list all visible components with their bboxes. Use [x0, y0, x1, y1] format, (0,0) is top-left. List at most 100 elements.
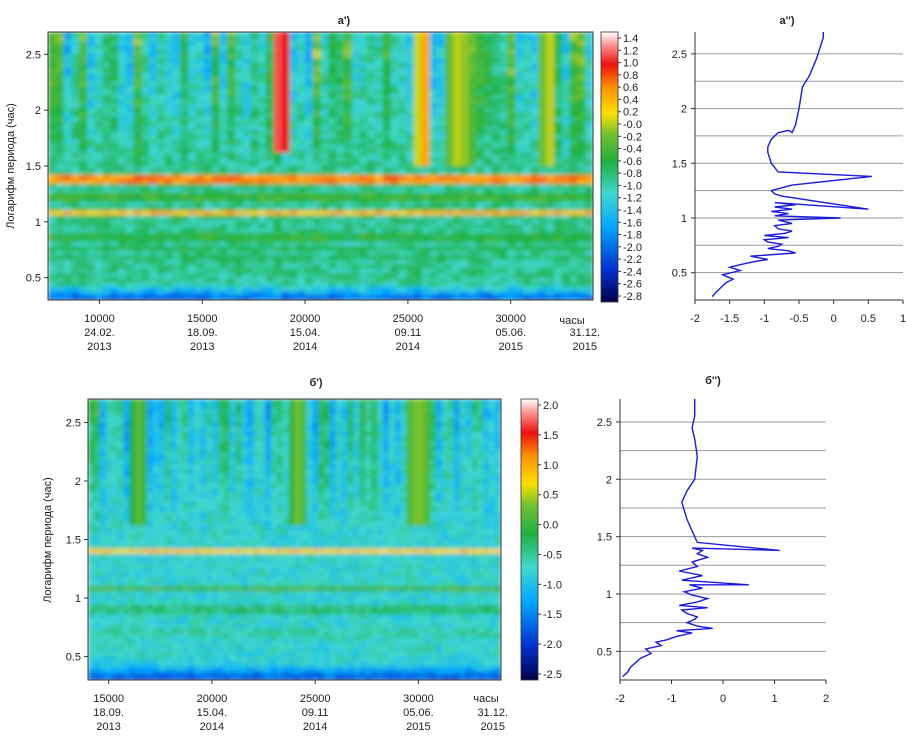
colorbar-tick-label: -2.4 — [623, 266, 642, 278]
y-tick-label: 2 — [75, 476, 81, 488]
profile-b2: б'') -2 -1 0 1 2 0.5 1 1.5 2 2.5 — [597, 375, 829, 705]
colorbar-tick-label: -1.8 — [623, 230, 642, 242]
date-label-day: 31.12. — [477, 707, 508, 719]
heatmap-a1-field — [48, 32, 593, 300]
colorbar-tick-label: 0.2 — [623, 107, 638, 119]
x-tick-label: -2 — [690, 313, 700, 325]
colorbar-a1: 1.41.21.00.80.60.40.2-0.0-0.2-0.4-0.6-0.… — [600, 31, 642, 303]
y-tick-label: 2 — [35, 105, 41, 117]
y-tick-label: 0.5 — [26, 273, 41, 285]
date-label-year: 2014 — [396, 341, 420, 353]
colorbar-tick-label: -0.4 — [623, 144, 642, 156]
y-tick-label: 1 — [606, 589, 612, 601]
colorbar-tick-label: -2.0 — [623, 242, 642, 254]
y-tick-label: 1.5 — [597, 532, 612, 544]
colorbar-tick-label: 0.0 — [543, 520, 558, 532]
x-tick-label: 15000 — [187, 313, 218, 325]
date-label-day: 24.02. — [84, 327, 115, 339]
date-label-day: 09.11 — [302, 707, 329, 719]
colorbar-tick-label: 0.4 — [623, 94, 638, 106]
x-tick-label: -1 — [759, 313, 769, 325]
x-tick-label: 0.5 — [861, 313, 876, 325]
colorbar-tick-label: 1.4 — [623, 33, 638, 45]
colorbar-tick-label: -0.5 — [543, 549, 562, 561]
y-tick-label: 2 — [681, 104, 687, 116]
y-axis-label-a1: Логарифм периода (час) — [5, 103, 17, 229]
colorbar-tick-label: -0.0 — [623, 119, 642, 131]
chart-title-b1: б') — [309, 377, 322, 389]
colorbar-tick-label: -2.0 — [543, 639, 562, 651]
y-tick-label: 2.5 — [672, 49, 687, 61]
colorbar-tick-label: -2.5 — [543, 669, 562, 681]
colorbar-tick-label: -2.6 — [623, 279, 642, 291]
x-tick-label: 2 — [823, 693, 829, 705]
x-tick-label: 1 — [900, 313, 906, 325]
colorbar-tick-label: -1.4 — [623, 205, 642, 217]
colorbar-tick-label: 1.2 — [623, 45, 638, 57]
chart-title-b2: б'') — [705, 375, 721, 387]
y-tick-label: 0.5 — [597, 646, 612, 658]
profile-line-a2 — [711, 32, 872, 298]
date-label-day: 05.06. — [403, 707, 434, 719]
date-label-day: 18.09. — [93, 707, 124, 719]
date-label-year: 2013 — [190, 341, 214, 353]
date-label-year: 2014 — [200, 721, 224, 733]
y-tick-label: 0.5 — [66, 652, 81, 664]
x-tick-label: 1 — [771, 693, 777, 705]
heatmap-b1: б') 15000 20000 25000 30000 0.5 1 1.5 2 2.5 18.09… — [42, 377, 562, 733]
x-tick-label: -1.5 — [720, 313, 739, 325]
x-tick-label: -1 — [667, 693, 677, 705]
x-tick-label: -0.5 — [790, 313, 809, 325]
date-label-year: 2015 — [480, 721, 504, 733]
colorbar-b1: 2.0 1.5 1.0 0.5 0.0 -0.5 -1.0 -1.5 -2.0 -2.5 — [520, 398, 562, 681]
chart-title-a2: a'') — [779, 15, 794, 27]
y-tick-label: 1 — [681, 213, 687, 225]
colorbar-tick-label: -2.2 — [623, 254, 642, 266]
x-tick-label: 25000 — [300, 693, 331, 705]
x-tick-label: -2 — [615, 693, 625, 705]
date-label-year: 2013 — [96, 721, 120, 733]
x-tick-label: 30000 — [495, 313, 526, 325]
x-tick-label: 10000 — [84, 313, 115, 325]
colorbar-tick-label: -2.8 — [623, 291, 642, 303]
heatmap-b1-field — [88, 399, 501, 680]
date-label-year: 2015 — [498, 341, 522, 353]
colorbar-tick-label: 1.0 — [543, 460, 558, 472]
colorbar-tick-label: -0.6 — [623, 156, 642, 168]
colorbar-tick-label: 2.0 — [543, 400, 558, 412]
colorbar-tick-label: -1.0 — [623, 180, 642, 192]
date-label-year: 2014 — [303, 721, 327, 733]
colorbar-tick-label: -1.2 — [623, 193, 642, 205]
x-tick-label: 25000 — [393, 313, 424, 325]
x-axis-unit-b1: часы — [473, 693, 498, 705]
colorbar-tick-label: -1.0 — [543, 579, 562, 591]
x-tick-label: 0 — [720, 693, 726, 705]
colorbar-tick-label: 0.6 — [623, 82, 638, 94]
y-tick-label: 1 — [75, 593, 81, 605]
date-label-day: 18.09. — [187, 327, 218, 339]
x-tick-label: 0 — [831, 313, 837, 325]
colorbar-tick-label: 0.5 — [543, 490, 558, 502]
x-axis-unit-a1: часы — [559, 315, 584, 327]
y-tick-label: 1 — [35, 217, 41, 229]
date-label-year: 2015 — [573, 341, 597, 353]
date-label-year: 2013 — [87, 341, 111, 353]
date-label-day: 15.04. — [197, 707, 228, 719]
date-label-year: 2015 — [406, 721, 430, 733]
date-label-day: 15.04. — [290, 327, 321, 339]
y-tick-label: 2.5 — [597, 417, 612, 429]
profile-line-b2 — [622, 399, 780, 678]
colorbar-tick-label: -0.8 — [623, 168, 642, 180]
y-tick-label: 2.5 — [26, 49, 41, 61]
y-tick-label: 1.5 — [66, 535, 81, 547]
y-tick-label: 2 — [606, 474, 612, 486]
colorbar-tick-label: -0.2 — [623, 131, 642, 143]
x-tick-label: 20000 — [197, 693, 228, 705]
x-tick-label: 15000 — [93, 693, 124, 705]
y-tick-label: 1.5 — [672, 158, 687, 170]
x-tick-label: 30000 — [403, 693, 434, 705]
y-tick-label: 1.5 — [26, 161, 41, 173]
colorbar-tick-label: -1.5 — [543, 609, 562, 621]
profile-a2: a'') -2 -1.5 -1 -0.5 0 0.5 1 0.5 1 1.5 2 2.5 — [672, 15, 906, 325]
